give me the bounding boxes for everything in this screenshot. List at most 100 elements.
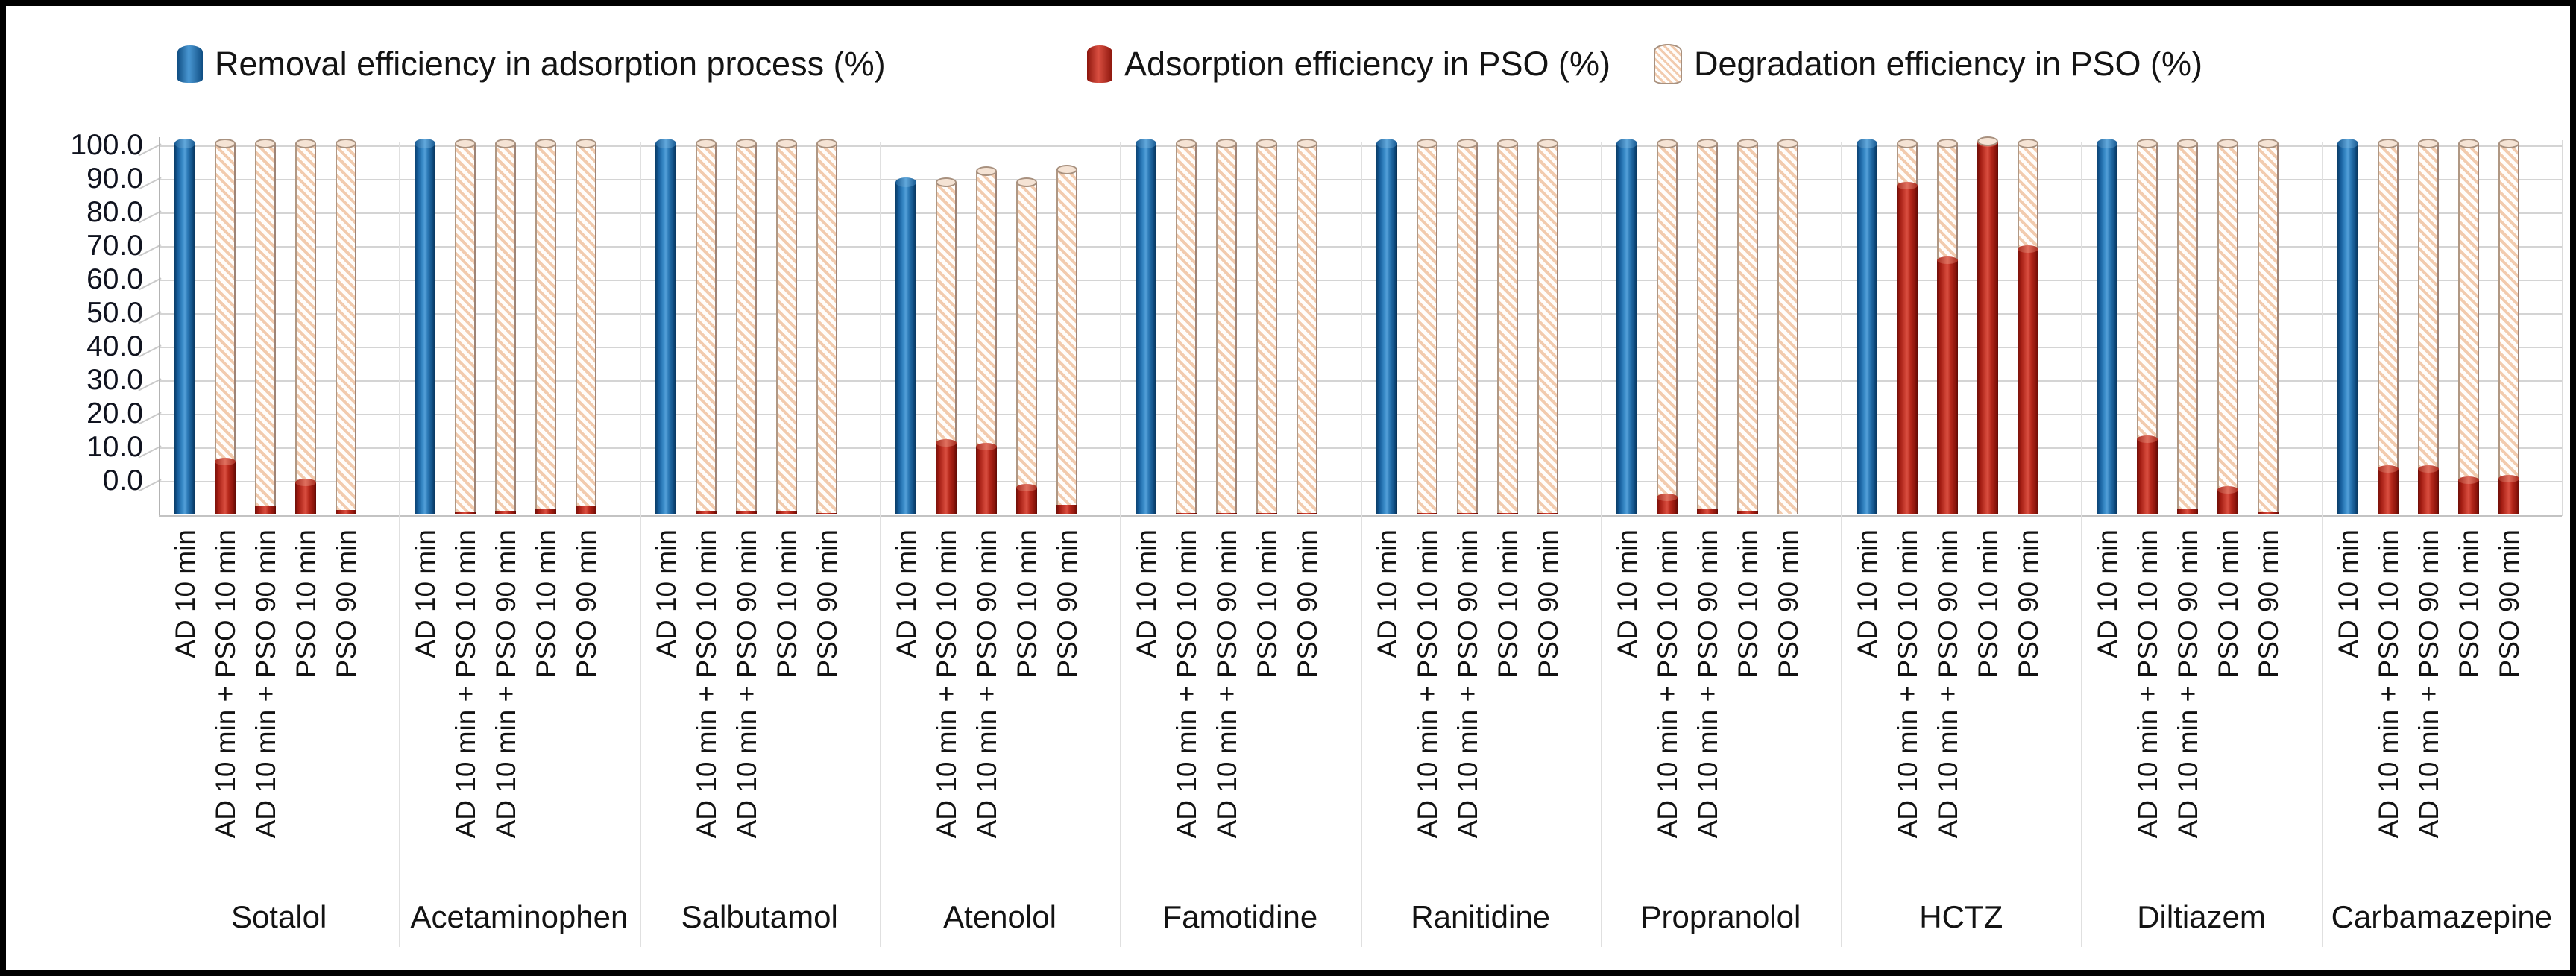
category-label: Carbamazepine (2331, 899, 2553, 934)
bar-degradation-pso (2418, 142, 2439, 469)
bar-top-cap (1537, 138, 1558, 148)
x-axis-tick-label: AD 10 min + PSO 10 min (210, 529, 241, 839)
bar-top-cap (696, 138, 717, 148)
gridline (159, 347, 2562, 348)
bar-degradation-pso (215, 142, 236, 462)
bar-degradation-pso (495, 142, 516, 511)
bar-adsorption-pso (2458, 480, 2479, 514)
bar-adsorption-pso (2498, 478, 2519, 514)
x-axis-tick-label: PSO 90 min (1533, 529, 1563, 679)
x-axis-tick-label: PSO 90 min (1773, 529, 1804, 679)
bar-adsorption-pso (255, 506, 276, 514)
bar-top-cap (1297, 138, 1317, 148)
red-segment-top (2378, 465, 2399, 473)
category-separator (1361, 142, 1362, 947)
bar-top-cap (1376, 138, 1397, 148)
legend-label: Degradation efficiency in PSO (%) (1694, 45, 2202, 83)
gridline (159, 246, 2562, 248)
x-axis-tick-label: AD 10 min (2333, 529, 2364, 658)
bar-top-cap (174, 138, 195, 148)
y-axis-tick-label: 80.0 (86, 196, 143, 228)
bar-top-cap (295, 138, 316, 148)
bar-top-cap (2018, 138, 2038, 148)
bar-removal-adsorption (655, 142, 676, 514)
bar-degradation-pso (1657, 142, 1678, 497)
x-axis-tick-label: AD 10 min + PSO 90 min (1933, 529, 1963, 839)
bar-degradation-pso (535, 142, 556, 509)
x-axis-tick-label: AD 10 min + PSO 90 min (1452, 529, 1483, 839)
bar-adsorption-pso (2177, 509, 2198, 514)
x-axis-tick-label: PSO 10 min (2213, 529, 2243, 679)
bar-top-cap (2097, 138, 2117, 148)
category-separator (1841, 142, 1842, 947)
bar-adsorption-pso (2217, 489, 2238, 514)
red-segment-top (295, 478, 316, 486)
bar-top-cap (1016, 177, 1037, 187)
bar-top-cap (816, 138, 837, 148)
bar-adsorption-pso (1737, 511, 1758, 514)
x-axis-tick-label: AD 10 min + PSO 90 min (491, 529, 521, 839)
red-segment-top (936, 439, 957, 447)
x-axis-tick-label: PSO 90 min (1052, 529, 1083, 679)
red-segment-top (2217, 485, 2238, 494)
red-segment-top (2018, 245, 2038, 253)
bar-adsorption-pso (1497, 513, 1518, 514)
category-label: Diltiazem (2137, 899, 2266, 934)
category-label: Sotalol (230, 899, 327, 934)
bar-degradation-pso (1737, 142, 1758, 511)
x-axis-tick-label: AD 10 min (2092, 529, 2123, 658)
bar-removal-adsorption (2337, 142, 2358, 514)
bar-top-cap (495, 138, 516, 148)
bar-degradation-pso (336, 142, 356, 510)
bar-degradation-pso (1016, 182, 1037, 488)
red-segment-top (1016, 484, 1037, 491)
category-separator (1601, 142, 1602, 947)
bar-degradation-pso (2458, 142, 2479, 480)
x-axis-tick-label: PSO 90 min (2013, 529, 2044, 679)
x-axis-tick-label: PSO 90 min (1292, 529, 1323, 679)
solid-blue-swatch-icon (177, 45, 203, 83)
bar-adsorption-pso (576, 506, 596, 514)
x-axis-tick-label: AD 10 min (891, 529, 922, 658)
bar-top-cap (2177, 138, 2198, 148)
x-axis-tick-label: PSO 90 min (331, 529, 362, 679)
bar-degradation-pso (1256, 142, 1277, 513)
bar-top-cap (1737, 138, 1758, 148)
bar-adsorption-pso (455, 512, 476, 514)
x-axis-tick-label: AD 10 min + PSO 10 min (1892, 529, 1923, 839)
red-segment-top (2418, 465, 2439, 473)
x-axis-tick-label: AD 10 min + PSO 90 min (2413, 529, 2444, 839)
bar-degradation-pso (816, 142, 837, 513)
category-label: Ranitidine (1411, 899, 1551, 934)
bar-top-cap (1497, 138, 1518, 148)
bar-removal-adsorption (895, 182, 916, 514)
bar-degradation-pso (1497, 142, 1518, 513)
gridline (159, 313, 2562, 315)
bar-degradation-pso (776, 142, 797, 511)
red-segment-top (2137, 435, 2158, 443)
y-axis-tick-label: 30.0 (86, 364, 143, 396)
bar-degradation-pso (2498, 142, 2519, 479)
red-segment-top (1937, 256, 1958, 264)
bar-removal-adsorption (1136, 142, 1156, 514)
bar-top-cap (535, 138, 556, 148)
bar-removal-adsorption (2097, 142, 2117, 514)
x-axis-tick-label: PSO 90 min (2494, 529, 2525, 679)
bar-degradation-pso (1937, 142, 1958, 260)
bar-removal-adsorption (1376, 142, 1397, 514)
bar-adsorption-pso (2378, 469, 2399, 514)
bar-adsorption-pso (2018, 249, 2038, 514)
bar-top-cap (576, 138, 596, 148)
bar-removal-adsorption (415, 142, 435, 514)
y-axis-tick-label: 70.0 (86, 230, 143, 262)
gridline (159, 447, 2562, 449)
bar-adsorption-pso (1897, 186, 1918, 514)
bar-degradation-pso (976, 171, 997, 447)
bar-top-cap (415, 138, 435, 148)
bar-adsorption-pso (1216, 512, 1237, 514)
bar-adsorption-pso (2418, 469, 2439, 514)
bar-degradation-pso (2217, 142, 2238, 490)
x-axis-tick-label: AD 10 min + PSO 90 min (971, 529, 1002, 839)
red-segment-top (976, 443, 997, 450)
red-segment-top (2458, 476, 2479, 484)
